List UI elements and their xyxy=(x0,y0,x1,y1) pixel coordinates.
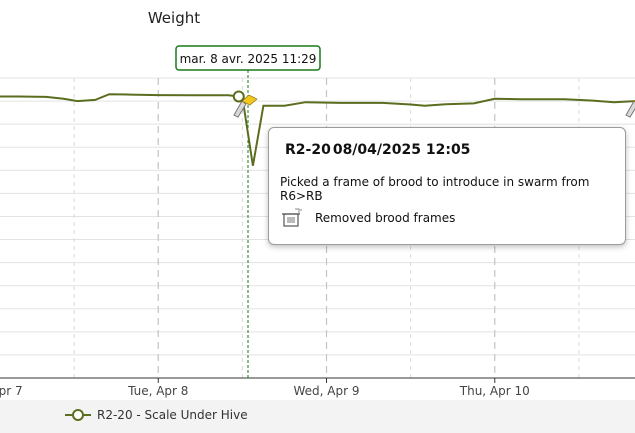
crosshair-label: mar. 8 avr. 2025 11:29 xyxy=(175,45,321,71)
crosshair-label-text: mar. 8 avr. 2025 11:29 xyxy=(180,52,317,66)
tooltip-title: R2-20 08/04/2025 12:05 xyxy=(285,142,472,158)
tooltip-event: Removed brood frames xyxy=(281,208,455,228)
event-markers[interactable] xyxy=(233,94,635,118)
hover-point[interactable] xyxy=(232,90,245,103)
brood-frame-icon xyxy=(282,208,302,227)
tooltip-description: Picked a frame of brood to introduce in … xyxy=(280,175,590,203)
x-tick-label: Thu, Apr 10 xyxy=(459,384,530,398)
tooltip-datetime: 08/04/2025 12:05 xyxy=(332,142,471,158)
legend-marker xyxy=(72,409,84,421)
event-tooltip: R2-20 08/04/2025 12:05 Picked a frame of … xyxy=(268,127,626,245)
x-tick-label: Wed, Apr 9 xyxy=(294,384,360,398)
chart-title: Weight xyxy=(148,9,200,27)
x-tick-label: Tue, Apr 8 xyxy=(127,384,188,398)
event-flag-icon[interactable] xyxy=(233,94,258,118)
legend-label: R2-20 - Scale Under Hive xyxy=(97,408,248,422)
x-tick-label: Mon, Apr 7 xyxy=(0,384,23,398)
tooltip-event-label: Removed brood frames xyxy=(315,211,456,225)
tooltip-hive: R2-20 xyxy=(285,142,331,158)
x-axis-ticks: Mon, Apr 7 Tue, Apr 8 Wed, Apr 9 Thu, Apr 1… xyxy=(0,378,530,398)
series-line xyxy=(0,93,635,166)
legend[interactable]: R2-20 - Scale Under Hive xyxy=(65,408,248,422)
